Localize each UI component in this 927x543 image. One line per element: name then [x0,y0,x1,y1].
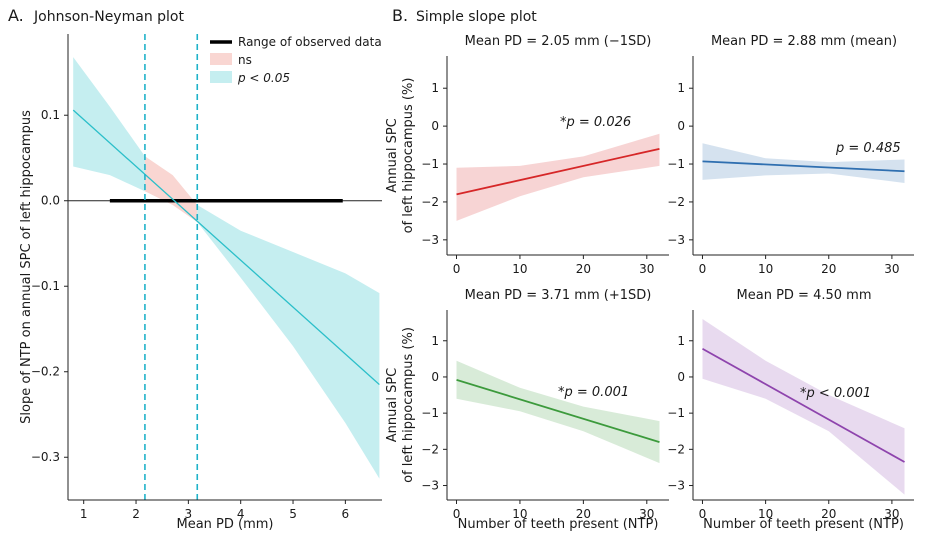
confidence-band [456,133,660,221]
p-value-annotation: *p = 0.001 [558,385,629,400]
x-tick-label: 30 [884,262,899,276]
x-axis-title: Mean PD (mm) [176,517,273,532]
y-tick-label: 0 [431,370,439,384]
y-tick-label: −2 [421,442,439,456]
ns-band [144,156,198,223]
y-tick-label: −0.3 [31,450,60,464]
y-tick-label: 0.0 [41,194,60,208]
x-tick-label: 20 [576,507,591,521]
y-tick-label: 0 [677,370,685,384]
x-tick-label: 1 [80,507,88,521]
y-axis-title: Slope of NTP on annual SPC of left hippo… [19,110,34,424]
regression-line [456,147,660,196]
y-tick-label: 0 [431,119,439,133]
confidence-band [702,319,905,495]
x-tick-label: 4 [237,507,245,521]
chart-title: Mean PD = 2.05 mm (−1SD) [465,34,652,49]
x-tick-label: 3 [185,507,193,521]
y-tick-label: −3 [421,479,439,493]
p-value-annotation: *p < 0.001 [800,386,871,401]
x-axis-title: Number of teeth present (NTP) [458,517,659,532]
legend-label-significant: p < 0.05 [237,71,290,85]
p-value-annotation: p = 0.485 [835,141,901,156]
p-value-annotation: *p = 0.026 [560,115,631,130]
significant-band-right [197,204,380,479]
y-axis-title: Annual SPCof left hippocampus (%) [385,327,416,483]
y-tick-label: −3 [421,233,439,247]
legend-label-observed: Range of observed data [238,35,382,49]
y-tick-label: 1 [677,81,685,95]
x-axis-title: Number of teeth present (NTP) [703,517,904,532]
x-tick-label: 20 [821,507,836,521]
regression-line [702,347,905,463]
chart-title: Mean PD = 3.71 mm (+1SD) [465,288,652,303]
y-tick-label: −3 [667,479,685,493]
x-tick-label: 30 [884,507,899,521]
x-tick-label: 0 [453,507,461,521]
y-tick-label: 1 [431,81,439,95]
y-tick-label: −1 [667,406,685,420]
y-tick-label: −2 [667,195,685,209]
x-tick-label: 10 [758,262,773,276]
panel-a-title: Johnson-Neyman plot [33,9,184,25]
y-tick-label: 1 [431,334,439,348]
x-tick-label: 5 [289,507,297,521]
x-tick-label: 20 [821,262,836,276]
panel-a-letter: A. [8,6,24,25]
y-axis-title-line-2: of left hippocampus (%) [401,327,416,483]
y-axis-title-line-1: Annual SPC [385,118,400,193]
regression-line [456,378,660,443]
y-tick-label: −0.2 [31,365,60,379]
legend-key-ns [210,53,232,65]
significant-band-left [73,57,145,192]
slope-line [72,109,380,386]
y-tick-label: −3 [667,233,685,247]
y-tick-label: −0.1 [31,279,60,293]
chart-title: Mean PD = 4.50 mm [737,288,872,303]
chart-title: Mean PD = 2.88 mm (mean) [711,34,897,49]
y-tick-label: 1 [677,334,685,348]
confidence-band [702,143,905,183]
y-axis-title-line-1: Annual SPC [385,368,400,443]
panel-b-letter: B. [392,6,408,25]
y-tick-label: 0.1 [41,108,60,122]
y-tick-label: −1 [421,157,439,171]
johnson-neyman-chart: −0.3 −0.2 −0.1 0.0 0.1 1 2 3 4 5 6 Mean PD (mm) Slop… [19,34,382,532]
x-tick-label: 0 [453,262,461,276]
x-tick-label: 0 [699,507,707,521]
y-axis-title-line-2: of left hippocampus (%) [401,78,416,234]
x-tick-label: 30 [639,507,654,521]
x-tick-label: 10 [512,507,527,521]
panel-b-title: Simple slope plot [416,9,537,25]
y-tick-label: 0 [677,119,685,133]
y-axis-title: Annual SPCof left hippocampus (%) [385,78,416,234]
x-tick-label: 20 [576,262,591,276]
legend-key-significant [210,71,232,83]
x-tick-label: 2 [132,507,140,521]
x-tick-label: 6 [342,507,350,521]
x-tick-label: 0 [699,262,707,276]
x-tick-label: 10 [512,262,527,276]
legend-label-ns: ns [238,53,252,67]
x-tick-label: 30 [639,262,654,276]
y-tick-label: −1 [421,406,439,420]
x-tick-label: 10 [758,507,773,521]
y-tick-label: −2 [667,442,685,456]
y-tick-label: −2 [421,195,439,209]
regression-line [702,160,905,173]
y-tick-label: −1 [667,157,685,171]
